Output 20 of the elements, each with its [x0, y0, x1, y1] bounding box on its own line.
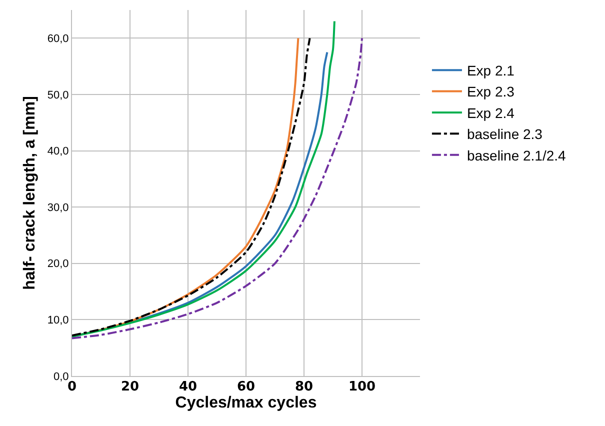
- y-tick-label: 10,0: [47, 314, 69, 327]
- y-tick-label: 20,0: [47, 258, 69, 270]
- x-axis-title: Cycles/max cycles: [175, 394, 317, 412]
- y-axis-title: half- crack length, a [mm]: [21, 96, 38, 290]
- legend-label: baseline 2.1/2.4: [466, 147, 566, 164]
- y-tick-label: 60,0: [47, 33, 69, 45]
- x-tick-label: 40: [178, 380, 198, 395]
- legend-label: baseline 2.3: [466, 126, 543, 142]
- x-tick-label: 0: [67, 380, 77, 395]
- x-tick-label: 20: [120, 380, 140, 395]
- x-tick-label: 80: [294, 380, 314, 395]
- legend-label: Exp 2.3: [466, 84, 515, 100]
- y-tick-label: 40,0: [47, 146, 69, 158]
- y-tick-label: 50,0: [47, 89, 69, 102]
- legend-label: Exp 2.1: [466, 62, 515, 79]
- legend-label: Exp 2.4: [466, 104, 515, 121]
- y-tick-label: 0,0: [54, 370, 69, 383]
- x-tick-label: 60: [236, 380, 256, 395]
- y-tick-label: 30,0: [47, 202, 69, 214]
- x-tick-label: 100: [348, 380, 376, 395]
